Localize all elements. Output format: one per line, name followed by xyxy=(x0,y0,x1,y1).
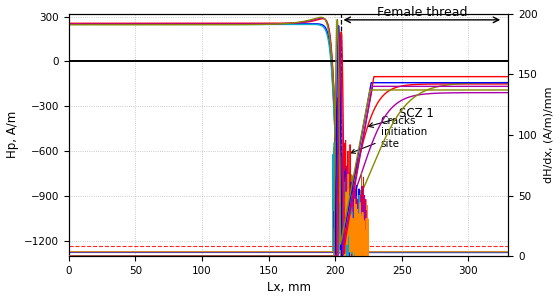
Text: Female thread: Female thread xyxy=(377,6,467,19)
X-axis label: Lx, mm: Lx, mm xyxy=(267,281,311,294)
Y-axis label: Hp, A/m: Hp, A/m xyxy=(6,111,18,158)
Text: SCZ 1: SCZ 1 xyxy=(368,107,434,128)
Text: Cracks
initiation
site: Cracks initiation site xyxy=(351,116,427,153)
Y-axis label: dH/dx, (A/m)/mm: dH/dx, (A/m)/mm xyxy=(543,87,553,183)
